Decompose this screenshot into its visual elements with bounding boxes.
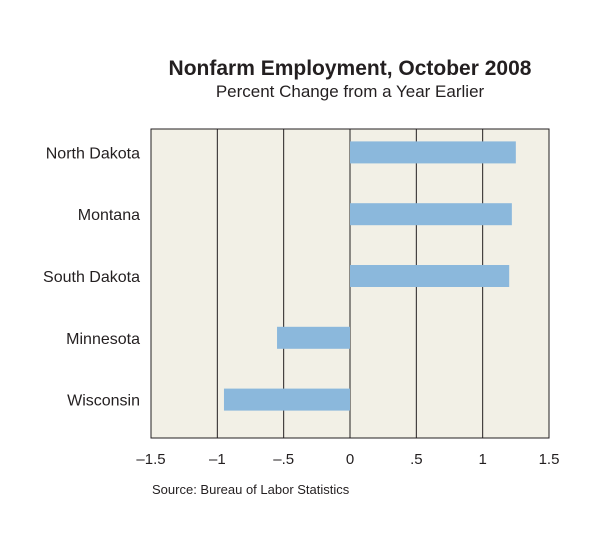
x-tick-label: .5 <box>410 451 423 468</box>
bar <box>277 326 350 349</box>
bar <box>350 141 516 164</box>
x-tick-label: –1 <box>209 451 226 468</box>
category-label: Minnesota <box>66 331 140 348</box>
x-tick-label: 1.5 <box>539 451 560 468</box>
chart-title: Nonfarm Employment, October 2008 <box>168 57 532 80</box>
x-tick-label: –1.5 <box>136 451 165 468</box>
bars <box>223 141 516 411</box>
x-axis-ticks: –1.5 –1 –.5 0 .5 1 1.5 <box>136 451 559 468</box>
category-label: Montana <box>78 207 140 224</box>
chart-subtitle: Percent Change from a Year Earlier <box>215 82 485 101</box>
bar <box>350 203 512 226</box>
category-label: South Dakota <box>43 269 140 286</box>
category-label: Wisconsin <box>67 393 140 410</box>
bar <box>223 388 350 411</box>
category-labels: North Dakota Montana South Dakota Minnesota… <box>43 145 140 409</box>
x-tick-label: 0 <box>346 451 354 468</box>
category-label: North Dakota <box>46 145 140 162</box>
x-tick-label: –.5 <box>273 451 294 468</box>
x-tick-label: 1 <box>478 451 486 468</box>
source-note: Source: Bureau of Labor Statistics <box>152 482 350 497</box>
bar <box>350 265 510 287</box>
